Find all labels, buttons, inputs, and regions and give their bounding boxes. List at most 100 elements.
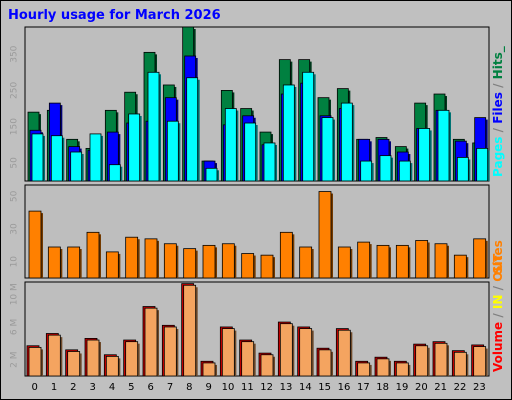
bar-pages-14 — [302, 71, 315, 182]
x-tick-20: 20 — [415, 382, 428, 393]
bar-sites-9 — [202, 244, 216, 279]
bar-pages-23 — [476, 147, 489, 182]
legend-segment: _ — [491, 46, 506, 52]
legend-sites: Sites — [491, 240, 505, 274]
bar-sites-6 — [144, 238, 158, 279]
bar-pages-17 — [360, 160, 373, 182]
bar-sites-14 — [299, 246, 313, 279]
bar-sites-1 — [47, 246, 61, 279]
bar-pages-22 — [456, 157, 469, 182]
panel-hits-files-pages-ytick: 350 — [10, 45, 20, 62]
bar-sites-20 — [415, 240, 429, 279]
bar-pages-11 — [244, 122, 257, 182]
panel-hits-files-pages-ytick: 250 — [10, 82, 20, 99]
bar-out-16 — [337, 329, 351, 377]
bar-pages-10 — [224, 108, 237, 182]
panel-hits-files-pages: 50 150 250 350 — [10, 26, 490, 182]
x-tick-16: 16 — [338, 382, 351, 393]
panel-volume-background — [24, 281, 490, 377]
bar-sites-13 — [279, 231, 293, 279]
bar-out-23 — [473, 346, 487, 377]
bar-sites-16 — [337, 246, 351, 279]
bar-out-13 — [279, 323, 293, 377]
bar-sites-0 — [28, 210, 42, 279]
x-tick-2: 2 — [70, 382, 76, 393]
x-tick-11: 11 — [241, 382, 254, 393]
legend-segment: Volume — [491, 322, 505, 372]
bar-sites-4 — [105, 251, 119, 279]
bar-pages-21 — [437, 109, 450, 182]
x-tick-5: 5 — [128, 382, 134, 393]
x-tick-23: 23 — [473, 382, 486, 393]
legend-segment: / — [491, 309, 505, 322]
bar-out-18 — [376, 358, 390, 377]
bar-sites-3 — [86, 231, 100, 279]
bar-out-8 — [183, 284, 197, 377]
bar-out-20 — [415, 345, 429, 377]
bar-out-19 — [395, 362, 409, 377]
x-tick-3: 3 — [89, 382, 95, 393]
chart-panels: 50 150 250 350 10 30 50 2 M 6 M 10 M — [10, 26, 490, 377]
bar-out-15 — [318, 349, 332, 377]
x-tick-10: 10 — [222, 382, 235, 393]
panel-volume-ytick: 2 M — [10, 351, 20, 367]
legend-hits-files-pages: Pages / Files / Hits_ — [491, 46, 506, 177]
panel-sites-ytick: 10 — [10, 256, 20, 268]
x-tick-6: 6 — [147, 382, 153, 393]
legend-text-hits-files-pages: Pages / Files / Hits_ — [491, 46, 506, 177]
bar-out-11 — [241, 341, 255, 377]
bar-out-5 — [125, 341, 139, 377]
bar-sites-23 — [473, 238, 487, 279]
x-tick-1: 1 — [51, 382, 57, 393]
bar-pages-19 — [398, 160, 411, 182]
bar-sites-19 — [395, 244, 409, 279]
x-tick-17: 17 — [357, 382, 370, 393]
bar-out-1 — [47, 334, 61, 377]
bar-out-2 — [67, 351, 81, 377]
legend-segment: Pages — [491, 137, 505, 177]
bar-out-10 — [221, 328, 235, 377]
bar-sites-15 — [318, 191, 332, 279]
x-tick-12: 12 — [260, 382, 273, 393]
bar-out-6 — [144, 307, 158, 377]
bar-sites-18 — [376, 244, 390, 279]
x-tick-14: 14 — [299, 382, 312, 393]
x-tick-21: 21 — [434, 382, 447, 393]
x-tick-0: 0 — [31, 382, 37, 393]
bar-out-3 — [86, 339, 100, 377]
legend-segment: / — [491, 79, 505, 92]
bar-pages-0 — [31, 133, 44, 182]
bar-out-4 — [105, 355, 119, 377]
panel-volume: 2 M 6 M 10 M — [10, 281, 490, 377]
panel-sites-ytick: 30 — [10, 223, 20, 235]
panel-sites: 10 30 50 — [10, 184, 490, 279]
bar-pages-9 — [205, 167, 218, 182]
bar-sites-17 — [357, 241, 371, 279]
bar-out-12 — [260, 354, 274, 377]
bar-sites-11 — [241, 253, 255, 279]
bar-pages-2 — [70, 151, 83, 182]
legend-segment: / — [491, 282, 505, 295]
bar-pages-7 — [166, 120, 179, 182]
panel-hits-files-pages-ytick: 50 — [10, 157, 20, 169]
bar-pages-1 — [50, 135, 63, 182]
bar-pages-6 — [147, 71, 160, 182]
bar-pages-8 — [186, 77, 199, 182]
x-tick-4: 4 — [109, 382, 115, 393]
bar-pages-13 — [282, 84, 295, 182]
panel-volume-ytick: 6 M — [10, 319, 20, 335]
x-tick-8: 8 — [186, 382, 192, 393]
bar-out-21 — [434, 342, 448, 377]
x-tick-22: 22 — [454, 382, 467, 393]
bar-pages-18 — [379, 155, 392, 182]
panel-volume-ytick: 10 M — [10, 283, 20, 305]
x-tick-13: 13 — [280, 382, 293, 393]
bar-sites-12 — [260, 254, 274, 279]
bar-sites-7 — [163, 243, 177, 279]
legend-segment: Sites — [491, 240, 505, 274]
bar-sites-2 — [67, 246, 81, 279]
legend-segment: Hits — [491, 52, 505, 79]
legend-segment: OUT — [491, 253, 505, 282]
